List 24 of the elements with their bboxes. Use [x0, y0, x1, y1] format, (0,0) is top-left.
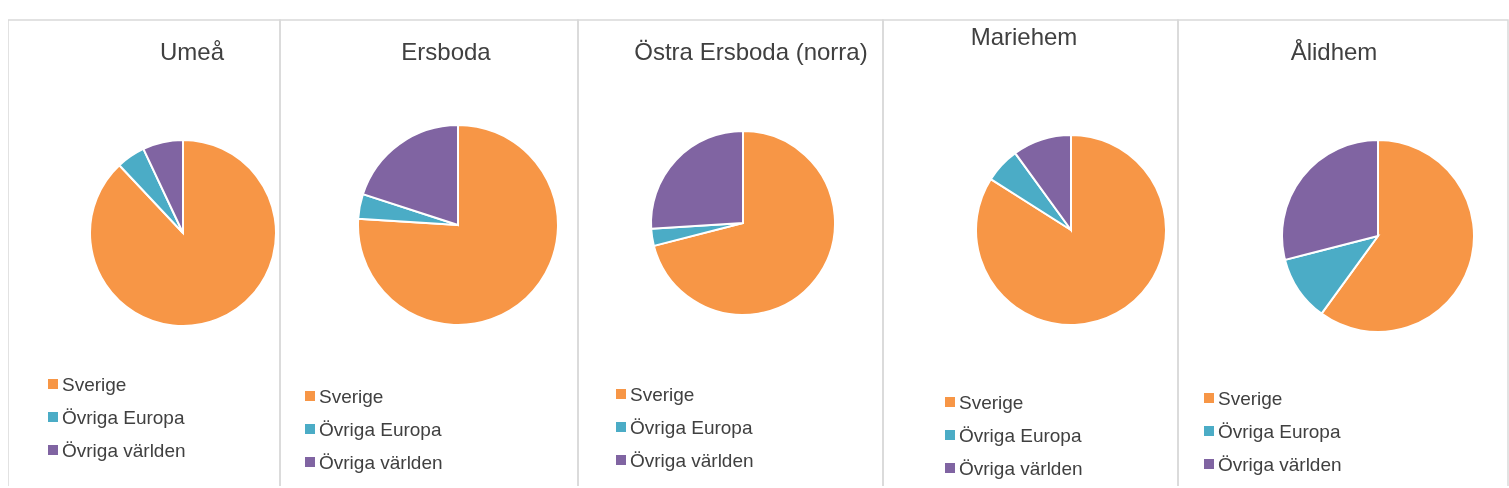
- legend-label: Övriga världen: [1218, 453, 1342, 475]
- legend-label: Sverige: [1218, 387, 1283, 409]
- pie-slice: [975, 134, 1167, 326]
- legend-label: Övriga Europa: [959, 424, 1082, 446]
- legend-label: Sverige: [630, 383, 695, 405]
- legend-label: Sverige: [319, 385, 384, 407]
- legend-label: Sverige: [62, 373, 127, 395]
- legend-label: Övriga världen: [959, 457, 1083, 479]
- chart-title: Ålidhem: [1290, 38, 1378, 65]
- legend-label: Övriga världen: [630, 449, 754, 471]
- legend-label: Övriga Europa: [630, 416, 753, 438]
- legend-label: Övriga Europa: [319, 418, 442, 440]
- legend-label: Sverige: [959, 391, 1024, 413]
- legend-label: Övriga världen: [319, 451, 443, 473]
- chart-title: Mariehem: [970, 23, 1078, 50]
- legend-label: Övriga Europa: [1218, 420, 1341, 442]
- pie-slice: [652, 130, 836, 316]
- chart-title: Ersboda: [401, 38, 492, 65]
- chart-title: Umeå: [159, 38, 225, 65]
- legend-label: Övriga Europa: [62, 406, 185, 428]
- pie-slice: [89, 139, 277, 327]
- chart-title: Östra Ersboda (norra): [634, 38, 868, 65]
- legend-label: Övriga världen: [62, 439, 186, 461]
- pie-slice: [357, 124, 559, 326]
